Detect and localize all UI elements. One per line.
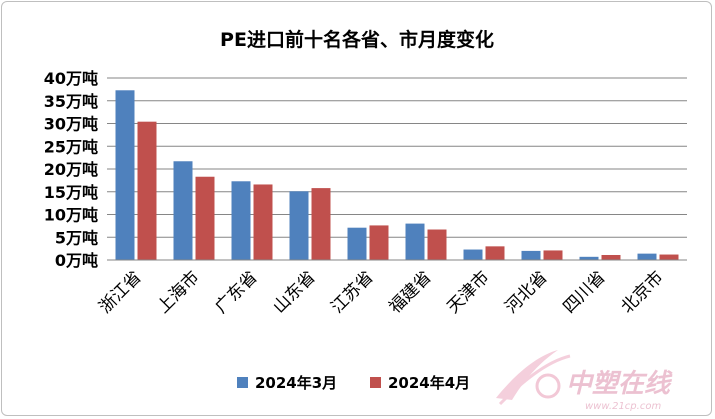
y-tick-label: 5万吨 — [55, 228, 98, 247]
bar-march — [579, 256, 599, 260]
legend-swatch — [237, 377, 248, 388]
x-tick-label: 浙江省 — [95, 267, 145, 317]
x-tick-label: 河北省 — [501, 267, 551, 317]
bar-march — [347, 227, 367, 260]
bar-march — [463, 249, 483, 260]
bar-april — [137, 121, 157, 261]
x-tick-label: 江苏省 — [327, 267, 377, 317]
y-tick-label: 15万吨 — [44, 183, 98, 202]
bars — [115, 90, 679, 261]
bar-april — [543, 250, 563, 260]
bar-april — [427, 229, 447, 260]
bar-march — [405, 223, 425, 260]
bar-march — [115, 90, 135, 260]
watermark-url: www.21cp.com — [585, 401, 661, 412]
x-tick-label: 北京市 — [617, 267, 667, 317]
x-axis-tick-labels: 浙江省 上海市 广东省 山东省 江苏省 福建省 天津市 河北省 四川省 北京市 — [95, 267, 667, 317]
bar-march — [637, 253, 657, 260]
bar-april — [601, 254, 621, 260]
x-tick-label: 上海市 — [153, 267, 203, 317]
legend-swatch — [370, 377, 381, 388]
legend-label: 2024年4月 — [388, 374, 470, 392]
y-tick-label: 40万吨 — [44, 69, 98, 88]
chart-title: PE进口前十名各省、市月度变化 — [220, 28, 494, 51]
x-tick-label: 福建省 — [385, 267, 435, 317]
y-tick-label: 35万吨 — [44, 92, 98, 111]
bar-april — [659, 254, 679, 260]
bar-march — [289, 191, 309, 260]
bar-march — [231, 181, 251, 260]
bar-april — [485, 246, 505, 260]
y-tick-label: 20万吨 — [44, 160, 98, 179]
x-tick-label: 广东省 — [211, 267, 261, 317]
watermark-logo: 中塑在线 www.21cp.com — [496, 350, 673, 412]
legend-label: 2024年3月 — [255, 374, 337, 392]
bar-april — [311, 188, 331, 260]
x-tick-label: 山东省 — [269, 267, 319, 317]
y-tick-label: 0万吨 — [55, 251, 98, 270]
y-tick-label: 10万吨 — [44, 206, 98, 225]
legend: 2024年3月 2024年4月 — [237, 374, 470, 392]
gridlines — [107, 77, 687, 238]
bar-april — [253, 184, 273, 260]
bar-april — [195, 176, 215, 260]
bar-march — [521, 250, 541, 260]
x-tick-label: 四川省 — [559, 267, 609, 317]
y-axis-tick-labels: 0万吨 5万吨 10万吨 15万吨 20万吨 25万吨 30万吨 35万吨 40万吨 — [44, 69, 98, 270]
watermark-swoosh-icon — [496, 350, 571, 406]
y-tick-label: 25万吨 — [44, 137, 98, 156]
watermark-text: 中塑在线 — [566, 369, 673, 399]
bar-april — [369, 225, 389, 260]
y-tick-label: 30万吨 — [44, 115, 98, 134]
x-tick-label: 天津市 — [443, 267, 493, 317]
bar-march — [173, 161, 193, 260]
